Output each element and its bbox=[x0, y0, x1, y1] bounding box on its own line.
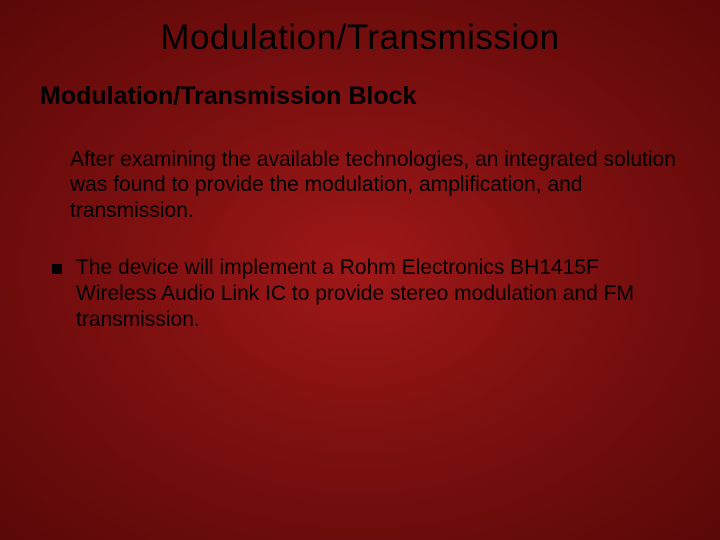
body-text-1: After examining the available technologi… bbox=[70, 147, 680, 224]
slide-title: Modulation/Transmission bbox=[40, 18, 680, 58]
bullet-text-1: The device will implement a Rohm Electro… bbox=[76, 255, 680, 332]
body-paragraph-1: After examining the available technologi… bbox=[70, 147, 680, 224]
square-bullet-icon bbox=[52, 264, 62, 274]
slide-container: Modulation/Transmission Modulation/Trans… bbox=[0, 0, 720, 540]
slide-subtitle: Modulation/Transmission Block bbox=[40, 80, 680, 113]
bullet-item-1: The device will implement a Rohm Electro… bbox=[52, 255, 680, 332]
